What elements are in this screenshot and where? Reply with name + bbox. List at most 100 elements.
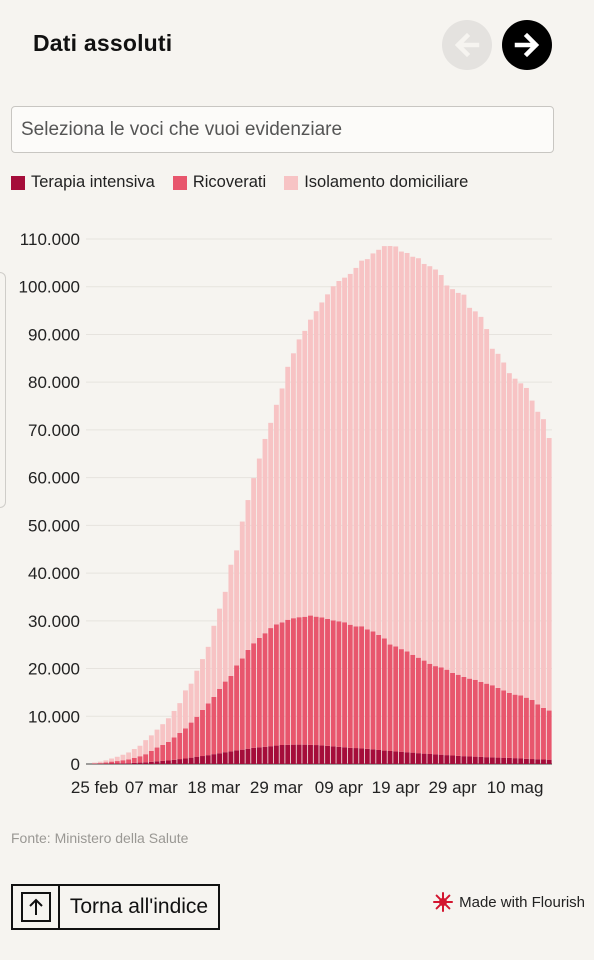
bar-segment[interactable] xyxy=(211,754,217,764)
bar-segment[interactable] xyxy=(506,692,512,758)
bar-segment[interactable] xyxy=(336,281,342,622)
bar-segment[interactable] xyxy=(171,710,177,738)
bar-segment[interactable] xyxy=(234,750,240,764)
bar-segment[interactable] xyxy=(410,654,416,753)
bar-segment[interactable] xyxy=(183,728,188,759)
bar-segment[interactable] xyxy=(353,626,359,749)
bar-segment[interactable] xyxy=(302,616,308,745)
bar-segment[interactable] xyxy=(200,756,205,764)
bar-segment[interactable] xyxy=(302,744,308,764)
bar-segment[interactable] xyxy=(228,564,234,676)
bar-segment[interactable] xyxy=(313,745,319,764)
bar-segment[interactable] xyxy=(120,760,126,764)
bar-segment[interactable] xyxy=(103,762,109,764)
bar-segment[interactable] xyxy=(217,688,222,754)
bar-segment[interactable] xyxy=(285,619,291,745)
bar-segment[interactable] xyxy=(211,625,217,697)
bar-segment[interactable] xyxy=(268,628,274,747)
bar-segment[interactable] xyxy=(239,749,245,764)
bar-segment[interactable] xyxy=(97,761,103,764)
bar-segment[interactable] xyxy=(427,266,433,664)
prev-button[interactable] xyxy=(442,20,492,70)
bar-segment[interactable] xyxy=(92,762,97,764)
bar-segment[interactable] xyxy=(450,755,455,764)
bar-segment[interactable] xyxy=(222,681,228,753)
bar-segment[interactable] xyxy=(239,521,245,659)
bar-segment[interactable] xyxy=(183,690,188,729)
bar-segment[interactable] xyxy=(313,311,319,617)
bar-segment[interactable] xyxy=(461,294,467,677)
bar-segment[interactable] xyxy=(245,500,251,650)
bar-segment[interactable] xyxy=(222,752,228,764)
bar-segment[interactable] xyxy=(433,754,438,764)
bar-segment[interactable] xyxy=(501,757,507,764)
bar-segment[interactable] xyxy=(188,683,194,723)
bar-segment[interactable] xyxy=(444,285,450,670)
bar-segment[interactable] xyxy=(461,676,467,757)
bar-segment[interactable] xyxy=(273,745,279,764)
bar-segment[interactable] xyxy=(268,422,274,629)
bar-segment[interactable] xyxy=(398,751,404,764)
bar-segment[interactable] xyxy=(273,624,279,746)
bar-segment[interactable] xyxy=(160,724,166,745)
bar-segment[interactable] xyxy=(131,749,137,758)
bar-segment[interactable] xyxy=(535,759,541,764)
bar-segment[interactable] xyxy=(251,747,257,764)
bar-segment[interactable] xyxy=(109,761,115,764)
bar-segment[interactable] xyxy=(177,703,183,733)
bar-segment[interactable] xyxy=(455,755,461,764)
bar-segment[interactable] xyxy=(359,260,365,627)
bar-segment[interactable] xyxy=(194,756,200,764)
bar-segment[interactable] xyxy=(330,286,336,621)
bar-segment[interactable] xyxy=(154,729,160,748)
bar-segment[interactable] xyxy=(518,383,524,696)
bar-segment[interactable] xyxy=(177,732,183,760)
bar-segment[interactable] xyxy=(364,259,370,630)
bar-segment[interactable] xyxy=(137,756,143,763)
bar-segment[interactable] xyxy=(467,307,473,679)
bar-segment[interactable] xyxy=(290,353,296,619)
bar-segment[interactable] xyxy=(290,618,296,745)
bar-segment[interactable] xyxy=(495,353,501,688)
bar-segment[interactable] xyxy=(183,758,188,764)
bar-segment[interactable] xyxy=(325,618,330,746)
bar-segment[interactable] xyxy=(290,744,296,764)
bar-segment[interactable] xyxy=(546,710,552,760)
bar-segment[interactable] xyxy=(103,760,109,763)
bar-segment[interactable] xyxy=(131,762,137,764)
bar-segment[interactable] xyxy=(296,339,302,618)
bar-segment[interactable] xyxy=(143,754,149,763)
bar-segment[interactable] xyxy=(148,735,154,751)
bar-segment[interactable] xyxy=(330,746,336,764)
bar-segment[interactable] xyxy=(381,750,387,764)
bar-segment[interactable] xyxy=(484,683,490,758)
bar-segment[interactable] xyxy=(433,269,438,667)
bar-segment[interactable] xyxy=(484,329,490,684)
bar-segment[interactable] xyxy=(478,316,484,683)
bar-segment[interactable] xyxy=(296,617,302,745)
bar-segment[interactable] xyxy=(279,622,285,746)
bar-segment[interactable] xyxy=(512,758,518,764)
bar-segment[interactable] xyxy=(512,694,518,759)
bar-segment[interactable] xyxy=(342,622,348,748)
bar-segment[interactable] xyxy=(381,638,387,751)
legend-item-ricoverati[interactable]: Ricoverati xyxy=(172,173,266,192)
bar-segment[interactable] xyxy=(205,703,211,756)
bar-segment[interactable] xyxy=(342,747,348,764)
bar-segment[interactable] xyxy=(330,620,336,747)
bar-segment[interactable] xyxy=(404,252,410,652)
bar-segment[interactable] xyxy=(421,753,427,764)
bar-segment[interactable] xyxy=(347,624,353,748)
bar-segment[interactable] xyxy=(387,246,393,645)
bar-segment[interactable] xyxy=(239,658,245,750)
bar-segment[interactable] xyxy=(427,663,433,754)
legend-item-isolamento-domiciliare[interactable]: Isolamento domiciliare xyxy=(284,173,468,192)
bar-segment[interactable] xyxy=(160,760,166,764)
bar-segment[interactable] xyxy=(523,758,529,764)
bar-segment[interactable] xyxy=(393,246,399,647)
bar-segment[interactable] xyxy=(501,690,507,758)
bar-segment[interactable] xyxy=(222,591,228,682)
bar-segment[interactable] xyxy=(120,763,126,764)
bar-segment[interactable] xyxy=(228,675,234,752)
bar-segment[interactable] xyxy=(205,646,211,704)
